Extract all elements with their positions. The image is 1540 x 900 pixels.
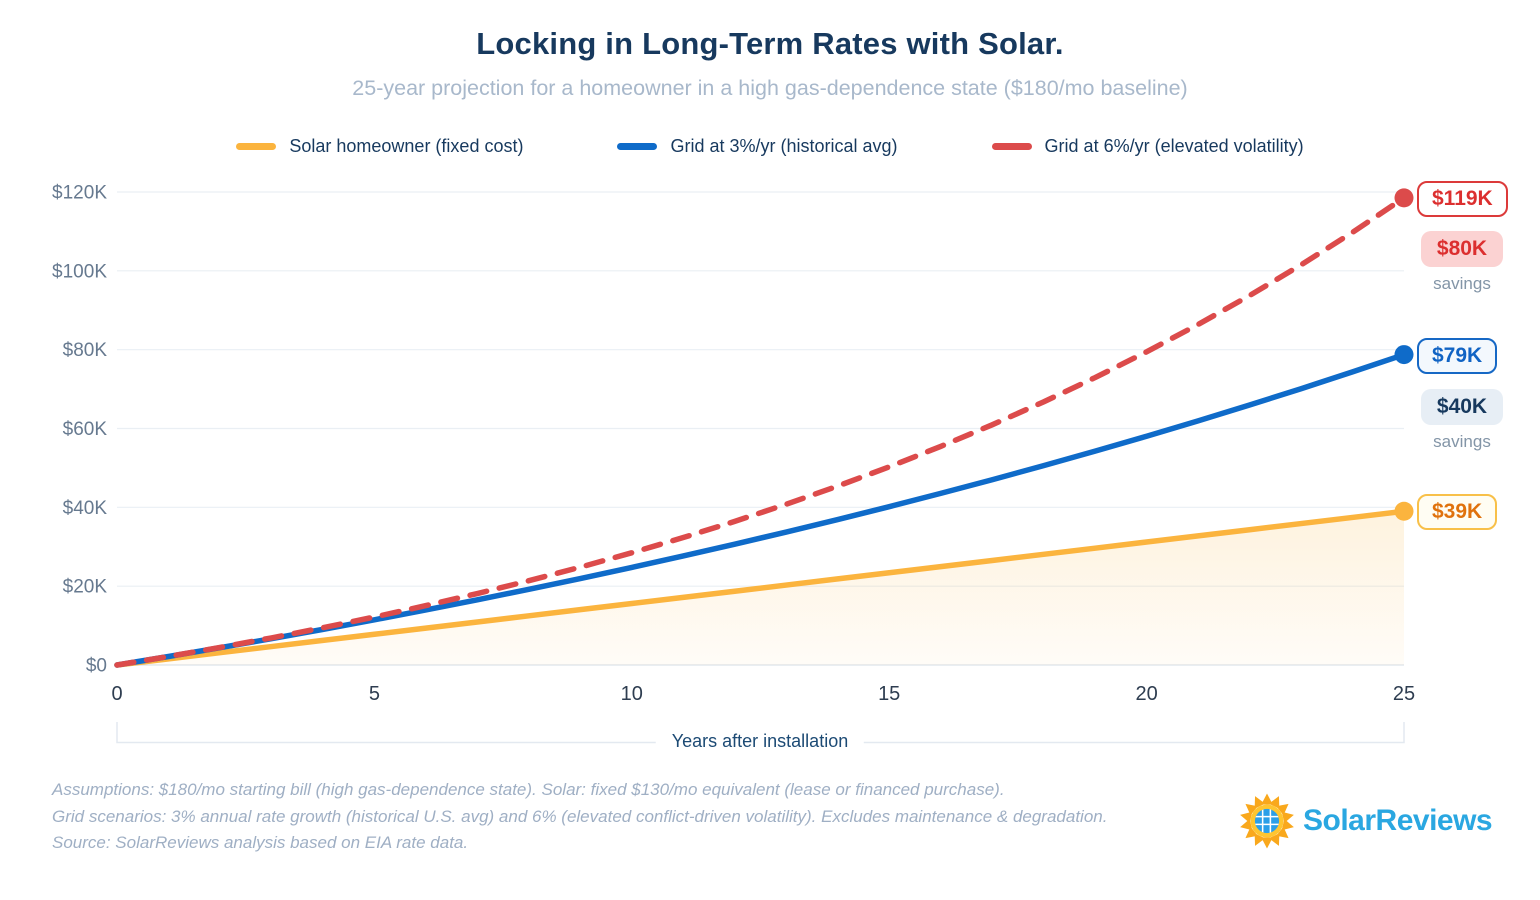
x-tick-label: 20	[1135, 683, 1157, 705]
y-tick-label: $40K	[63, 498, 108, 519]
x-tick-label: 0	[111, 683, 122, 705]
legend: Solar homeowner (fixed cost) Grid at 3%/…	[0, 136, 1540, 157]
x-tick-label: 15	[878, 683, 900, 705]
solar-end-value-label: $39K	[1417, 494, 1498, 530]
grid6-end-value-label: $119K	[1417, 181, 1508, 217]
grid3-savings-badge: $40K	[1420, 389, 1504, 425]
grid6-savings-caption: savings	[1433, 274, 1491, 293]
chart-subtitle: 25-year projection for a homeowner in a …	[352, 76, 1188, 100]
footnote-source: Source: SolarReviews analysis based on E…	[52, 833, 469, 852]
legend-swatch-solar-icon	[236, 143, 277, 150]
x-axis-label: Years after installation	[655, 731, 865, 752]
footnote-grid-scenarios: Grid scenarios: 3% annual rate growth (h…	[52, 806, 1108, 826]
legend-item-grid3: Grid at 3%/yr (historical avg)	[617, 136, 898, 157]
series-line-0	[114, 508, 1407, 668]
grid3-savings-group: $40K savings	[1412, 389, 1512, 452]
y-tick-label: $60K	[63, 419, 108, 440]
y-tick-label: $0	[86, 656, 107, 677]
solarreviews-logo-text: SolarReviews	[1303, 804, 1493, 837]
series-end-dot-2	[1394, 188, 1414, 208]
solarreviews-logo: SolarReviews	[1238, 792, 1493, 850]
y-tick-label: $120K	[52, 183, 107, 204]
chart-title: Locking in Long-Term Rates with Solar.	[476, 26, 1064, 61]
legend-item-solar: Solar homeowner (fixed cost)	[236, 136, 523, 157]
footnote-assumptions: Assumptions: $180/mo starting bill (high…	[52, 780, 1005, 799]
series-line-2	[114, 195, 1407, 668]
legend-swatch-grid3-icon	[617, 143, 658, 150]
grid3-end-value-label: $79K	[1417, 338, 1498, 374]
legend-swatch-grid6-icon	[991, 143, 1032, 150]
legend-item-grid6: Grid at 6%/yr (elevated volatility)	[991, 136, 1304, 157]
x-tick-label: 10	[621, 683, 643, 705]
grid6-savings-group: $80K savings	[1412, 231, 1512, 294]
grid3-savings-caption: savings	[1433, 432, 1491, 451]
solarreviews-sun-icon	[1240, 793, 1294, 849]
y-tick-label: $20K	[63, 577, 108, 598]
series-end-dot-1	[1394, 345, 1414, 365]
legend-label-grid6: Grid at 6%/yr (elevated volatility)	[1044, 136, 1304, 156]
grid6-savings-badge: $80K	[1420, 231, 1504, 267]
legend-label-solar: Solar homeowner (fixed cost)	[289, 136, 524, 156]
x-tick-label: 5	[369, 683, 380, 705]
footnotes: Assumptions: $180/mo starting bill (high…	[52, 777, 1107, 857]
y-tick-label: $80K	[63, 340, 108, 361]
y-tick-label: $100K	[52, 261, 107, 282]
x-tick-label: 25	[1393, 683, 1415, 705]
series-end-dot-0	[1394, 501, 1414, 521]
legend-label-grid3: Grid at 3%/yr (historical avg)	[670, 136, 898, 156]
